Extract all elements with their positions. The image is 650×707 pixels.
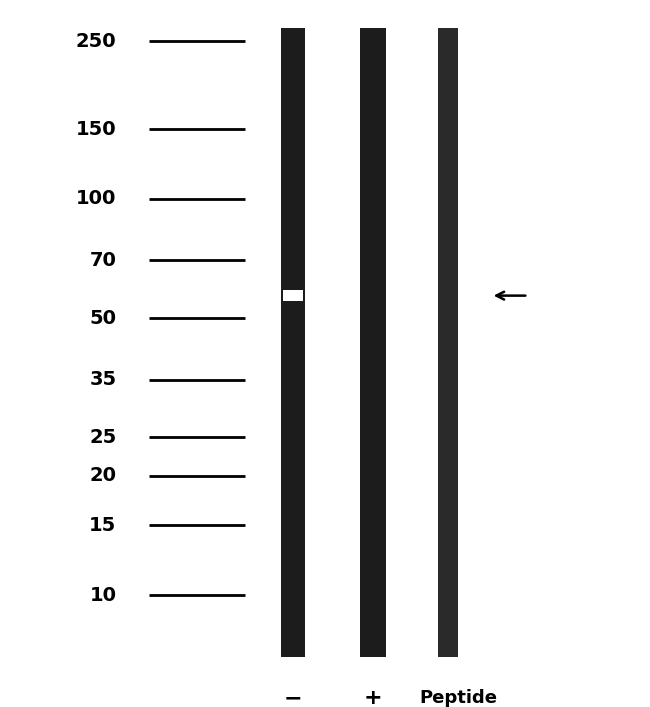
Bar — [250, 291, 335, 301]
Text: 150: 150 — [76, 119, 116, 139]
Text: 15: 15 — [89, 516, 116, 535]
Text: Peptide: Peptide — [420, 689, 498, 707]
Text: 25: 25 — [89, 428, 116, 447]
Text: 35: 35 — [89, 370, 116, 389]
Text: 70: 70 — [90, 251, 116, 270]
Text: 100: 100 — [76, 189, 116, 209]
Bar — [359, 28, 387, 657]
Bar — [281, 28, 305, 657]
Text: −: − — [283, 688, 302, 707]
Bar — [302, 291, 305, 301]
Bar — [281, 291, 283, 301]
Text: 20: 20 — [90, 467, 116, 486]
Text: 50: 50 — [90, 309, 116, 327]
Text: 250: 250 — [76, 32, 116, 51]
Text: 10: 10 — [90, 585, 116, 604]
Text: +: + — [364, 688, 382, 707]
Bar — [438, 28, 458, 657]
